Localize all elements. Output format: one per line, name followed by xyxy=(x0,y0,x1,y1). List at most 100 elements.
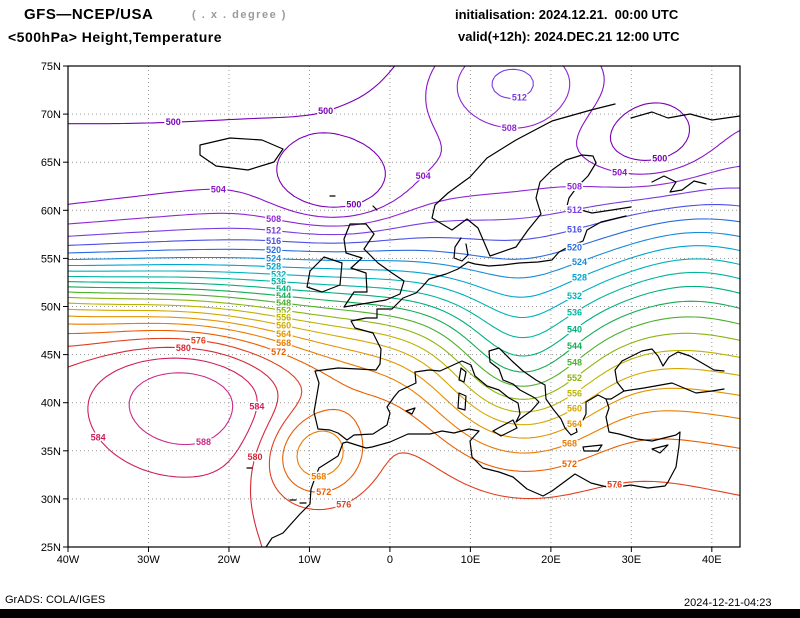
contour-label: 544 xyxy=(567,341,582,351)
contour-label: 544 xyxy=(276,291,291,301)
contour-label: 568 xyxy=(311,471,326,481)
contour-label: 504 xyxy=(211,184,226,194)
lat-axis-label: 55N xyxy=(41,253,61,265)
contour-level-540 xyxy=(67,281,741,357)
contour-label: 572 xyxy=(316,487,331,497)
contour-label: 528 xyxy=(266,262,281,272)
contour-label: 540 xyxy=(567,324,582,334)
contour-level-556 xyxy=(67,302,741,413)
contour-label: 552 xyxy=(567,373,582,383)
contour-label: 572 xyxy=(562,459,577,469)
contour-label: 584 xyxy=(91,432,106,442)
contour-label: 508 xyxy=(502,123,517,133)
contour-label: 504 xyxy=(416,171,431,181)
contour-label: 516 xyxy=(567,225,582,235)
lon-axis-label: 20W xyxy=(218,554,241,566)
contour-label: 580 xyxy=(176,343,191,353)
contour-label: 524 xyxy=(572,257,587,267)
contour-label: 508 xyxy=(567,181,582,191)
lon-axis-label: 10W xyxy=(298,554,321,566)
contour-label: 540 xyxy=(276,284,291,294)
contour-level-560 xyxy=(67,308,741,426)
contour-level-568 xyxy=(67,322,741,478)
product-title: <500hPa> Height,Temperature xyxy=(8,29,222,45)
graticule xyxy=(68,66,740,547)
contour-label: 536 xyxy=(567,308,582,318)
lat-axis-label: 70N xyxy=(41,109,61,121)
coastlines xyxy=(199,103,741,548)
contour-label: 500 xyxy=(346,200,361,210)
contour-level-500 xyxy=(67,65,691,208)
contour-label: 528 xyxy=(572,273,587,283)
contour-level-504 xyxy=(67,65,741,218)
contour-level-532 xyxy=(67,258,741,319)
contour-level-588 xyxy=(128,372,234,446)
contour-lines xyxy=(67,65,741,548)
contour-label: 536 xyxy=(271,277,286,287)
contour-level-552 xyxy=(67,296,741,400)
contour-label: 520 xyxy=(266,245,281,255)
contour-label: 588 xyxy=(196,437,211,447)
bottom-bar xyxy=(0,609,800,618)
lon-axis-label: 30W xyxy=(137,554,160,566)
contour-label: 576 xyxy=(191,335,206,345)
lon-axis-label: 10E xyxy=(461,554,481,566)
lat-axis-label: 50N xyxy=(41,302,61,314)
contour-label: 532 xyxy=(271,269,286,279)
model-title: GFS—NCEP/USA xyxy=(24,6,154,23)
lon-axis-label: 40W xyxy=(57,554,80,566)
lat-axis-label: 35N xyxy=(41,446,61,458)
lon-axis-label: 30E xyxy=(622,554,642,566)
contour-level-536 xyxy=(67,271,741,339)
contour-label: 548 xyxy=(276,298,291,308)
contour-level-580 xyxy=(67,346,279,548)
contour-label: 564 xyxy=(567,419,582,429)
contour-label: 524 xyxy=(266,254,281,264)
contour-level-564 xyxy=(67,315,741,439)
contour-label: 516 xyxy=(266,236,281,246)
grads-credit: GrADS: COLA/IGES xyxy=(5,594,106,606)
contour-label: 560 xyxy=(276,320,291,330)
lat-axis-label: 65N xyxy=(41,157,61,169)
contour-label: 500 xyxy=(166,117,181,127)
contour-level-524 xyxy=(67,231,741,279)
contour-label: 584 xyxy=(249,402,264,412)
resolution-note: ( . x . degree ) xyxy=(192,9,287,21)
contour-label: 500 xyxy=(318,106,333,116)
contour-label: 512 xyxy=(567,205,582,215)
contour-label: 532 xyxy=(567,291,582,301)
contour-label: 508 xyxy=(266,214,281,224)
contour-label: 512 xyxy=(266,226,281,236)
contour-level-516 xyxy=(67,203,741,246)
lat-axis-label: 40N xyxy=(41,398,61,410)
contour-label: 504 xyxy=(612,167,627,177)
lat-axis-label: 45N xyxy=(41,350,61,362)
contour-label: 548 xyxy=(567,357,582,367)
contour-label: 556 xyxy=(567,388,582,398)
lon-axis-label: 40E xyxy=(702,554,722,566)
contour-level-548 xyxy=(67,291,741,387)
lat-axis-label: 60N xyxy=(41,205,61,217)
lat-axis-label: 30N xyxy=(41,494,61,506)
contour-label: 520 xyxy=(567,242,582,252)
contour-label: 568 xyxy=(562,439,577,449)
contour-label: 568 xyxy=(276,338,291,348)
valid-time-label: valid(+12h): 2024.DEC.21 12:00 UTC xyxy=(458,29,680,44)
contour-level-508 xyxy=(67,65,741,227)
contour-level-576 xyxy=(67,337,741,511)
lat-axis-label: 75N xyxy=(41,61,61,73)
contour-level-584 xyxy=(87,357,258,478)
contour-level-512 xyxy=(67,68,741,237)
lat-axis-label: 25N xyxy=(41,542,61,554)
contour-label: 576 xyxy=(607,479,622,489)
creation-timestamp: 2024-12-21-04:23 xyxy=(684,597,772,609)
contour-label: 560 xyxy=(567,403,582,413)
init-time-label: initialisation: 2024.12.21. 00:00 UTC xyxy=(455,7,679,22)
contour-label: 580 xyxy=(248,452,263,462)
contour-label: 552 xyxy=(276,305,291,315)
contour-label: 564 xyxy=(276,329,291,339)
contour-label: 576 xyxy=(336,499,351,509)
